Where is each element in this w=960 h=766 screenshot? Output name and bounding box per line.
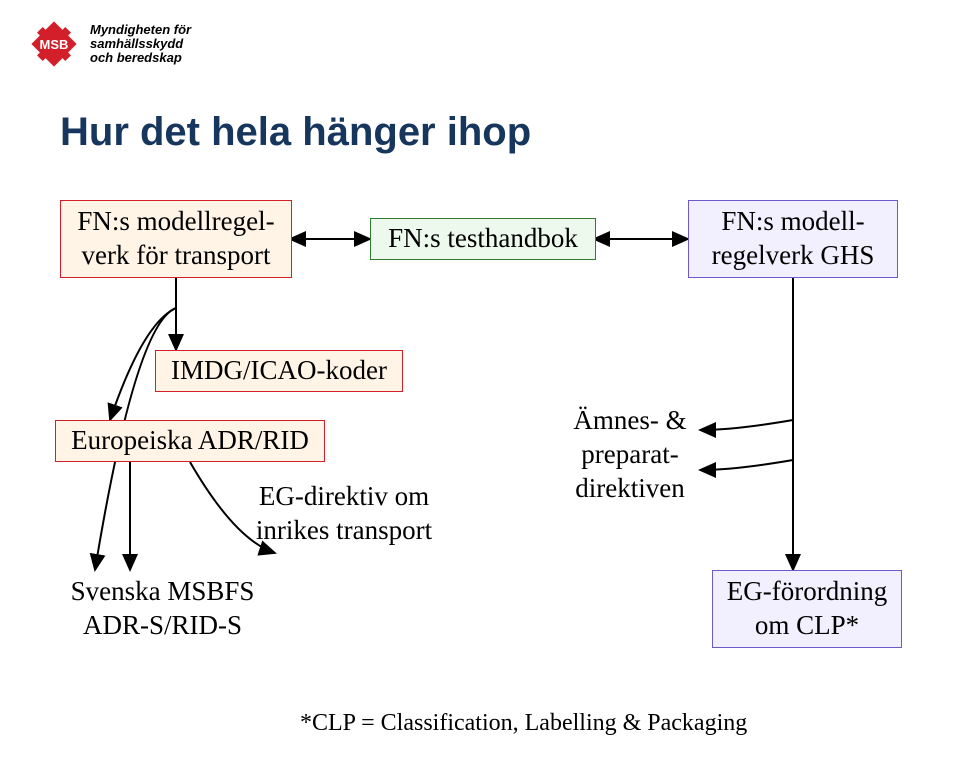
box-amnes-line-2: direktiven [573, 472, 686, 506]
box-msbfs: Svenska MSBFSADR-S/RID-S [55, 570, 270, 648]
logo-line-1: Myndigheten för [90, 23, 191, 37]
box-fn_test: FN:s testhandbok [370, 218, 596, 260]
box-fn_ghs-line-1: regelverk GHS [712, 239, 875, 273]
box-fn_test-line-0: FN:s testhandbok [388, 222, 578, 256]
box-egclp: EG-förordningom CLP* [712, 570, 902, 648]
box-amnes-line-1: preparat- [573, 438, 686, 472]
box-msbfs-line-1: ADR-S/RID-S [71, 609, 255, 643]
box-adrrid-line-0: Europeiska ADR/RID [71, 424, 309, 458]
footnote: *CLP = Classification, Labelling & Packa… [300, 710, 747, 737]
box-fn_transport-line-1: verk för transport [77, 239, 274, 273]
box-fn_ghs: FN:s modell-regelverk GHS [688, 200, 898, 278]
logo-line-3: och beredskap [90, 51, 191, 65]
box-fn_ghs-line-0: FN:s modell- [712, 205, 875, 239]
box-adrrid: Europeiska ADR/RID [55, 420, 325, 462]
box-fn_transport-line-0: FN:s modellregel- [77, 205, 274, 239]
page-title: Hur det hela hänger ihop [60, 110, 531, 155]
msb-logo-text: Myndigheten för samhällsskydd och bereds… [90, 23, 191, 66]
box-egdir-line-0: EG-direktiv om [256, 480, 432, 514]
box-egdir-line-1: inrikes transport [256, 514, 432, 548]
box-egdir: EG-direktiv ominrikes transport [235, 475, 453, 553]
box-imdg-line-0: IMDG/ICAO-koder [171, 354, 387, 388]
box-msbfs-line-0: Svenska MSBFS [71, 575, 255, 609]
box-egclp-line-1: om CLP* [727, 609, 887, 643]
box-amnes-line-0: Ämnes- & [573, 404, 686, 438]
svg-text:MSB: MSB [40, 37, 69, 52]
box-amnes: Ämnes- &preparat-direktiven [560, 400, 700, 510]
msb-logo: MSB Myndigheten för samhällsskydd och be… [28, 18, 191, 70]
logo-line-2: samhällsskydd [90, 37, 191, 51]
box-fn_transport: FN:s modellregel-verk för transport [60, 200, 292, 278]
msb-badge-icon: MSB [28, 18, 80, 70]
box-egclp-line-0: EG-förordning [727, 575, 887, 609]
box-imdg: IMDG/ICAO-koder [155, 350, 403, 392]
slide-stage: MSB Myndigheten för samhällsskydd och be… [0, 0, 960, 766]
